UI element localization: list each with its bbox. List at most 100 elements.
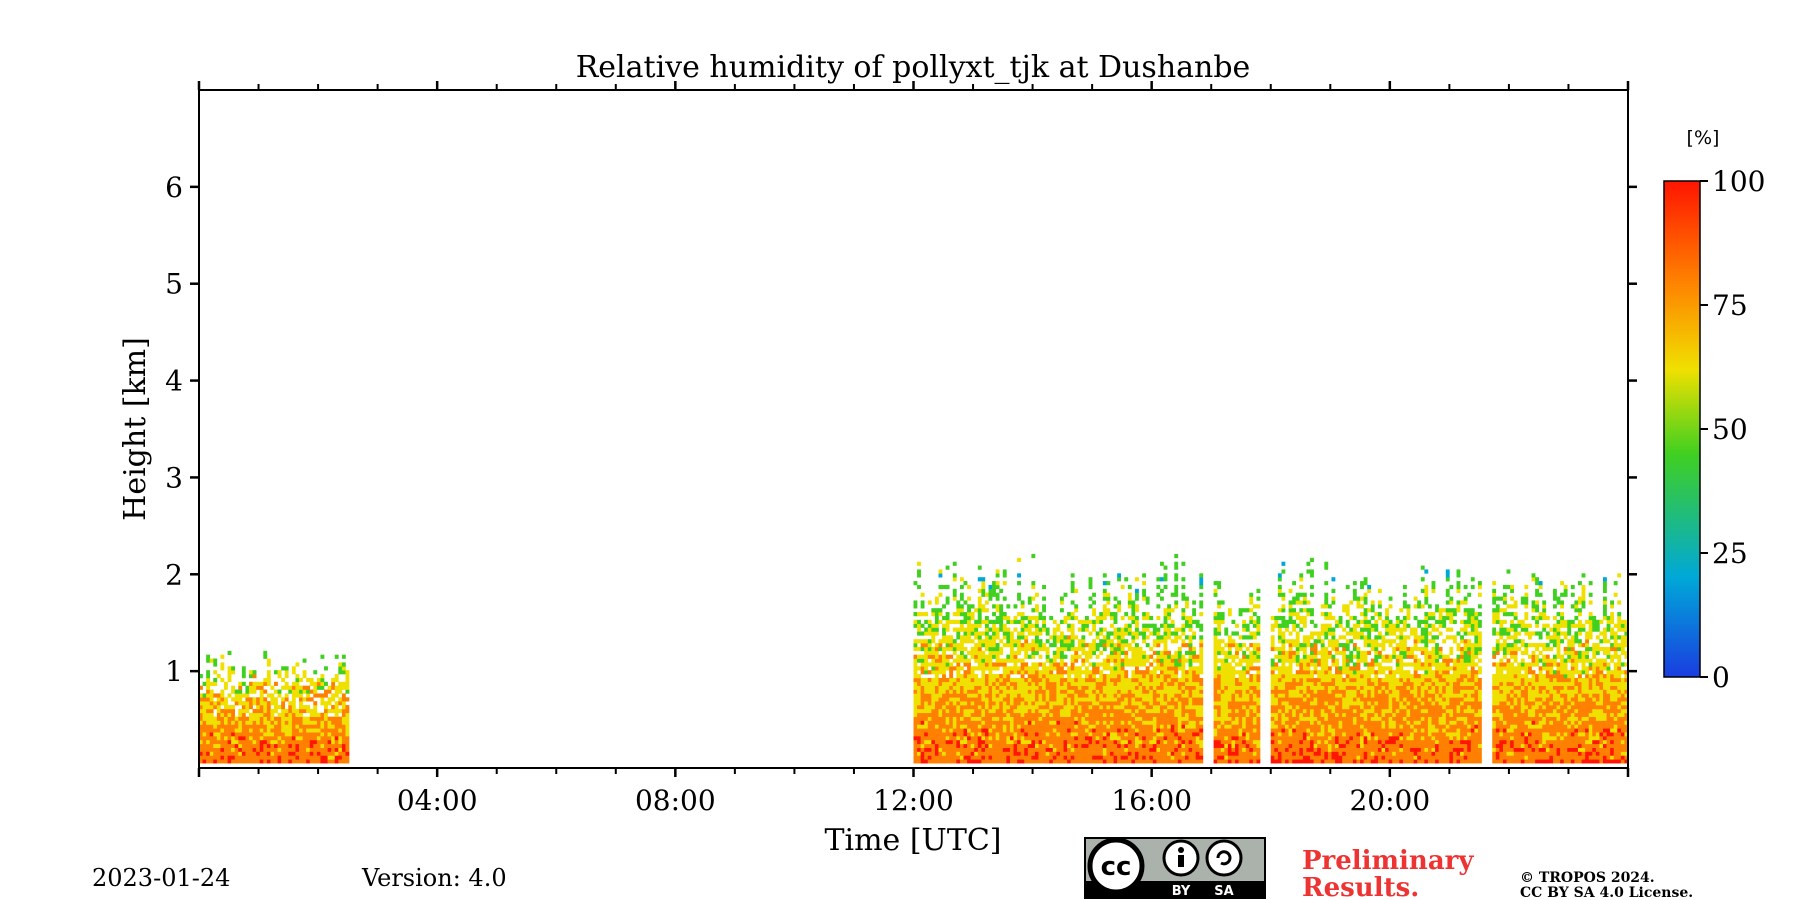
rh-cell: [1292, 747, 1297, 752]
rh-cell: [1224, 697, 1229, 702]
rh-cell: [1092, 670, 1096, 675]
rh-cell: [1013, 712, 1018, 717]
rh-cell: [241, 666, 246, 671]
rh-cell: [1074, 720, 1079, 725]
rh-cell: [945, 720, 950, 725]
rh-cell: [1056, 705, 1061, 710]
rh-cell: [1306, 569, 1311, 574]
rh-cell: [1152, 639, 1157, 644]
rh-cell: [1088, 743, 1093, 748]
rh-cell: [1131, 631, 1136, 636]
rh-cell: [938, 736, 943, 741]
rh-cell: [1292, 751, 1297, 756]
rh-cell: [1302, 650, 1307, 655]
rh-cell: [1045, 724, 1050, 729]
rh-cell: [1270, 732, 1275, 737]
rh-cell: [1320, 612, 1325, 617]
rh-cell: [309, 743, 314, 748]
rh-cell: [1256, 681, 1261, 686]
rh-cell: [206, 732, 211, 737]
rh-cell: [1288, 619, 1293, 624]
rh-cell: [988, 755, 993, 760]
rh-cell: [316, 759, 321, 764]
rh-cell: [917, 627, 921, 632]
rh-cell: [1192, 736, 1197, 741]
rh-cell: [1145, 712, 1150, 717]
rh-cell: [924, 739, 929, 745]
rh-cell: [920, 623, 925, 628]
rh-cell: [1299, 646, 1304, 652]
rh-cell: [977, 631, 982, 636]
rh-cell: [1231, 759, 1236, 764]
rh-cell: [1295, 747, 1300, 752]
rh-cell: [1245, 635, 1250, 640]
rh-cell: [334, 693, 339, 698]
rh-cell: [1077, 732, 1082, 737]
rh-cell: [1274, 708, 1279, 714]
rh-cell: [1109, 639, 1114, 644]
rh-cell: [1324, 650, 1329, 655]
rh-cell: [913, 708, 918, 714]
rh-cell: [1195, 747, 1200, 752]
rh-cell: [1302, 716, 1307, 721]
rh-cell: [984, 689, 989, 694]
rh-cell: [1285, 724, 1289, 729]
rh-cell: [913, 739, 918, 745]
rh-cell: [1177, 712, 1182, 717]
rh-cell: [1313, 689, 1318, 694]
rh-cell: [1192, 693, 1197, 698]
rh-cell: [1092, 755, 1096, 760]
rh-cell: [1192, 681, 1197, 686]
rh-cell: [1031, 693, 1036, 698]
rh-cell: [1181, 732, 1186, 737]
rh-cell: [1163, 724, 1168, 729]
rh-cell: [1302, 596, 1307, 601]
rh-cell: [1324, 755, 1329, 760]
rh-cell: [992, 674, 996, 679]
rh-cell: [1324, 728, 1329, 733]
rh-cell: [1213, 751, 1218, 756]
rh-cell: [1242, 747, 1247, 752]
rh-cell: [1006, 697, 1011, 702]
rh-cell: [1042, 615, 1046, 621]
rh-cell: [1274, 759, 1279, 764]
rh-cell: [263, 681, 268, 686]
rh-cell: [959, 627, 964, 632]
rh-cell: [1102, 635, 1107, 640]
rh-cell: [1177, 627, 1182, 632]
rh-cell: [988, 662, 993, 667]
rh-cell: [934, 689, 939, 694]
rh-cell: [959, 708, 964, 714]
rh-cell: [316, 747, 321, 752]
rh-cell: [992, 623, 996, 628]
rh-cell: [1256, 627, 1261, 632]
rh-cell: [313, 712, 318, 717]
rh-cell: [1031, 708, 1036, 714]
rh-cell: [1084, 701, 1089, 706]
rh-cell: [977, 708, 982, 714]
rh-cell: [1213, 697, 1218, 702]
rh-cell: [1227, 743, 1232, 748]
rh-cell: [1292, 755, 1297, 760]
rh-cell: [1306, 654, 1311, 659]
rh-cell: [1320, 712, 1325, 717]
rh-cell: [1052, 743, 1057, 748]
rh-cell: [942, 685, 946, 690]
rh-cell: [1331, 701, 1336, 706]
rh-cell: [1059, 747, 1064, 752]
rh-cell: [324, 736, 328, 741]
rh-cell: [942, 666, 946, 671]
rh-cell: [1088, 689, 1093, 694]
rh-cell: [1170, 608, 1175, 613]
rh-cell: [1120, 643, 1125, 648]
rh-cell: [213, 720, 218, 725]
rh-cell: [209, 681, 214, 686]
rh-cell: [1134, 755, 1139, 760]
rh-cell: [1188, 739, 1193, 745]
rh-cell: [1192, 743, 1197, 748]
rh-cell: [1009, 708, 1014, 714]
rh-cell: [1095, 681, 1100, 686]
rh-cell: [1331, 658, 1336, 663]
rh-cell: [270, 743, 275, 748]
rh-cell: [1020, 732, 1025, 737]
